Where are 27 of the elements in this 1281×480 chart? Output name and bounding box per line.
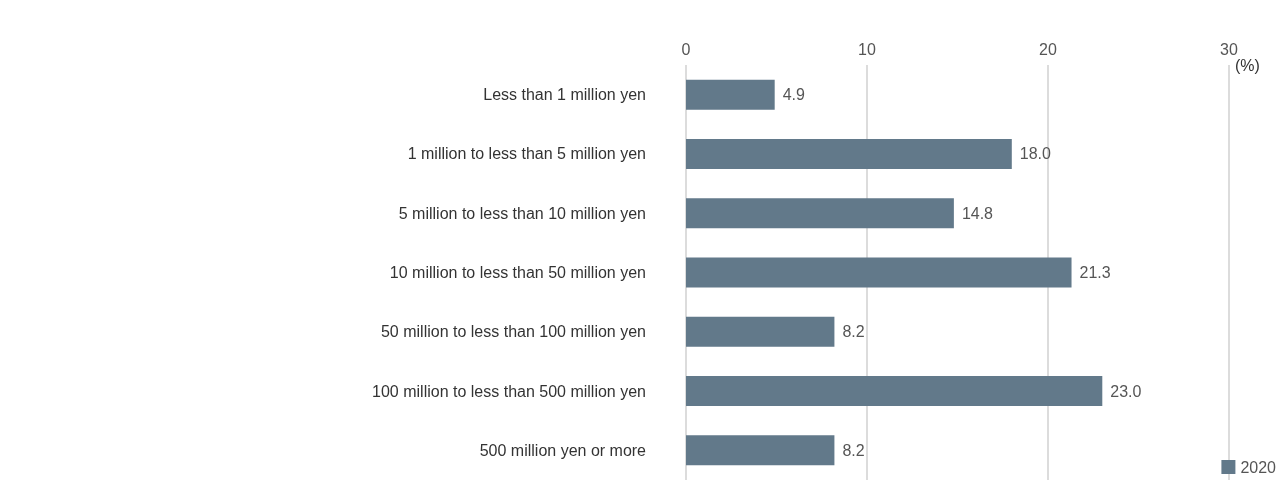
y-tick-label: 10 million to less than 50 million yen	[389, 264, 646, 281]
data-label: 18.0	[1019, 145, 1052, 163]
bar	[686, 257, 1072, 288]
x-tick-label: 0	[681, 40, 691, 58]
bar	[686, 79, 775, 110]
bar	[686, 435, 835, 466]
y-tick-label: 1 million to less than 5 million yen	[407, 145, 646, 163]
x-tick-label: 20	[1039, 40, 1057, 58]
y-tick-label: 500 million yen or more	[479, 441, 647, 459]
x-tick-label: 30	[1220, 40, 1238, 58]
y-tick-label: 50 million to less than 100 million yen	[380, 323, 646, 341]
y-tick-label: 100 million to less than 500 million yen	[372, 382, 646, 400]
x-axis-title: (%)	[1235, 56, 1260, 74]
data-label: 14.8	[961, 204, 994, 222]
data-label: 23.0	[1110, 382, 1142, 400]
data-label: 4.9	[782, 86, 806, 104]
data-label: 8.2	[842, 441, 865, 459]
y-tick-label: 5 million to less than 10 million yen	[398, 204, 646, 222]
bar	[686, 198, 954, 229]
bar	[686, 138, 1012, 169]
y-tick-label: Less than 1 million yen	[483, 86, 646, 104]
bar	[686, 316, 835, 347]
x-tick-label: 10	[858, 40, 876, 58]
bar	[686, 376, 1103, 407]
legend-label: 2020	[1240, 458, 1277, 476]
data-label: 21.3	[1079, 264, 1111, 281]
data-label: 8.2	[842, 323, 865, 341]
